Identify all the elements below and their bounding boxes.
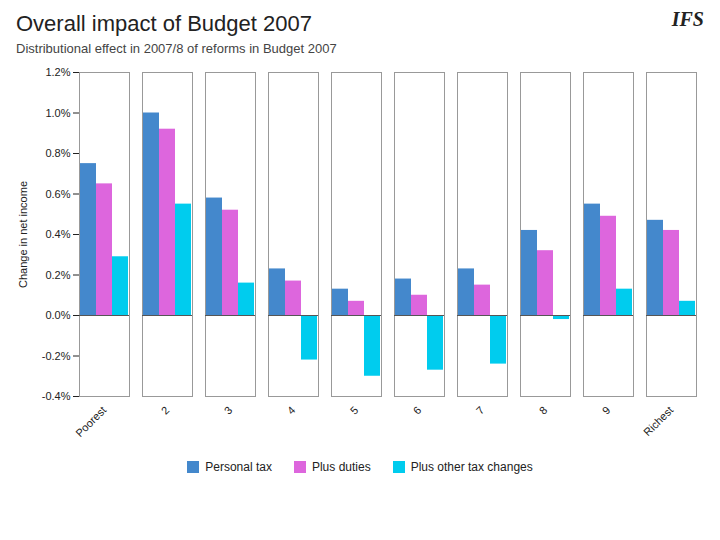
svg-text:Poorest: Poorest: [73, 404, 108, 439]
svg-text:1.0%: 1.0%: [45, 107, 70, 119]
svg-text:0.0%: 0.0%: [45, 309, 70, 321]
svg-text:7: 7: [474, 404, 487, 417]
svg-text:Richest: Richest: [641, 404, 675, 438]
svg-text:1.2%: 1.2%: [45, 66, 70, 78]
svg-text:2: 2: [159, 404, 172, 417]
svg-text:0.6%: 0.6%: [45, 188, 70, 200]
svg-text:0.2%: 0.2%: [45, 269, 70, 281]
svg-text:Change in net income: Change in net income: [17, 181, 29, 288]
svg-text:-0.4%: -0.4%: [42, 390, 71, 402]
svg-text:4: 4: [285, 404, 298, 417]
svg-text:0.8%: 0.8%: [45, 147, 70, 159]
svg-text:-0.2%: -0.2%: [42, 350, 71, 362]
svg-text:8: 8: [537, 404, 550, 417]
svg-text:9: 9: [600, 404, 613, 417]
html-text:IFS: IFS: [671, 8, 704, 30]
html-text:Distributional effect in 2007/: Distributional effect in 2007/8 of refor…: [16, 41, 337, 56]
html-text:Plus duties: Plus duties: [312, 460, 371, 474]
html-text:Personal tax: Personal tax: [205, 460, 272, 474]
svg-text:5: 5: [348, 404, 361, 417]
svg-text:3: 3: [222, 404, 235, 417]
svg-text:6: 6: [411, 404, 424, 417]
html-text:Plus other tax changes: Plus other tax changes: [410, 460, 533, 474]
svg-text:0.4%: 0.4%: [45, 228, 70, 240]
html-text:Overall impact of Budget 2007: Overall impact of Budget 2007: [16, 11, 312, 36]
